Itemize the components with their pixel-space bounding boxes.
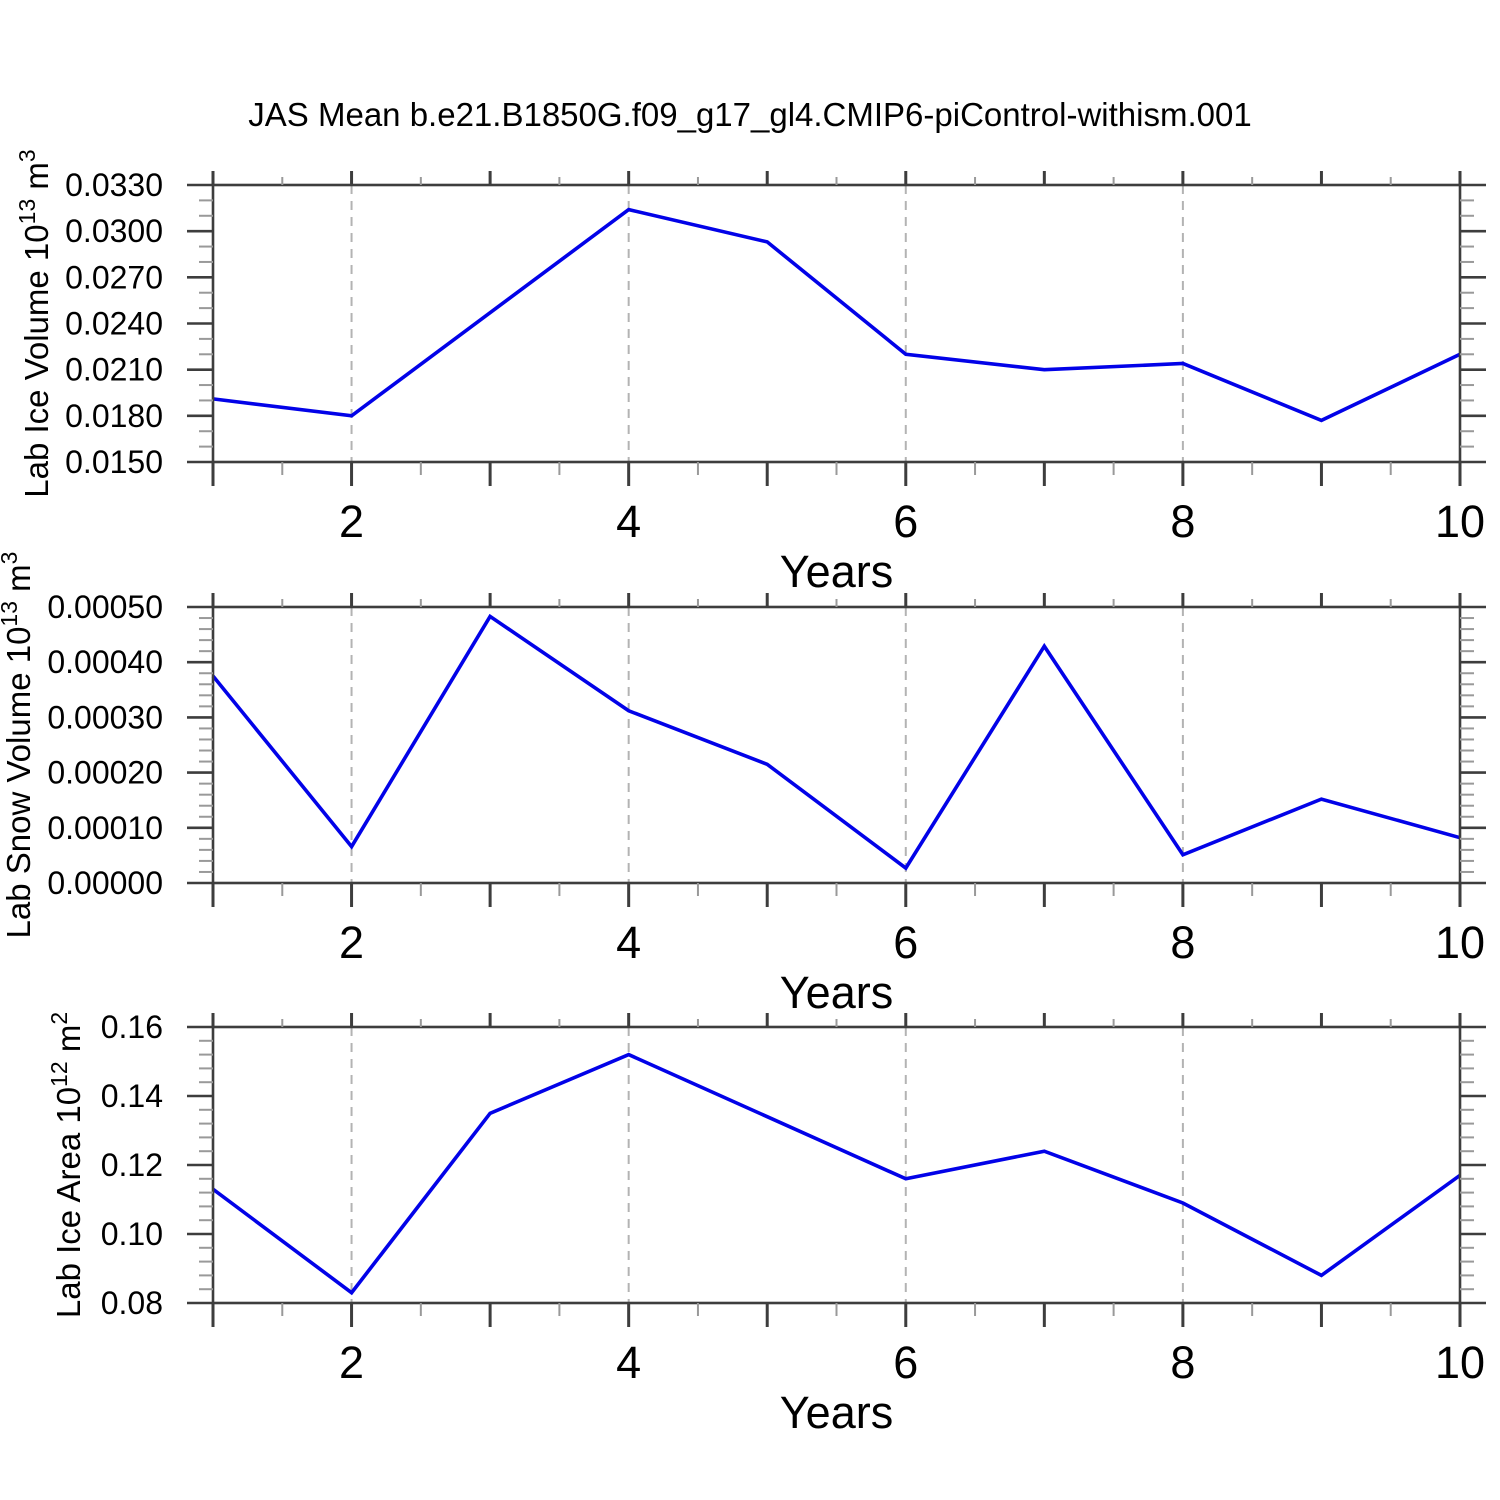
y-tick-label: 0.0300	[65, 213, 163, 249]
y-axis-title: Lab Snow Volume 1013 m3	[0, 552, 37, 939]
chart-lab-snow-volume: 0.00000 0.00010 0.00020 0.00030 0.00040 0.000…	[0, 552, 1486, 1018]
x-tick-label: 6	[893, 496, 918, 547]
x-tick-label: 2	[339, 917, 364, 968]
y-tick-label: 0.0330	[65, 167, 163, 203]
y-tick-label: 0.0180	[65, 398, 163, 434]
y-tick-label: 0.00020	[47, 755, 163, 791]
data-line	[211, 613, 1461, 871]
y-tick-label: 0.10	[101, 1216, 163, 1252]
y-tick-label: 0.00030	[47, 699, 163, 735]
y-tick-label: 0.0240	[65, 306, 163, 342]
y-tick-label: 0.08	[101, 1285, 163, 1321]
x-tick-label: 4	[616, 1337, 641, 1388]
data-line	[212, 207, 1461, 423]
x-tick-label: 10	[1435, 917, 1485, 968]
x-tick-label: 10	[1435, 496, 1485, 547]
y-tick-label: 0.00010	[47, 810, 163, 846]
x-tick-label: 6	[893, 917, 918, 968]
y-tick-label: 0.16	[101, 1009, 163, 1045]
x-tick-label: 2	[339, 1337, 364, 1388]
plot-frame	[211, 1025, 1462, 1305]
y-tick-label: 0.0150	[65, 444, 163, 480]
y-tick-label: 0.00000	[47, 865, 163, 901]
x-axis-title: Years	[780, 1387, 893, 1438]
x-axis-title: Years	[780, 967, 893, 1018]
plot-frame	[211, 183, 1462, 464]
y-tick-label: 0.14	[101, 1078, 163, 1114]
plot-frame	[211, 605, 1462, 885]
page-title: JAS Mean b.e21.B1850G.f09_g17_gl4.CMIP6-…	[248, 96, 1252, 133]
x-tick-label: 6	[893, 1337, 918, 1388]
chart-lab-ice-area: 0.08 0.10 0.12 0.14 0.16 2 4 6 8 10 Years Lab Ice A…	[46, 1009, 1486, 1438]
y-tick-label: 0.00040	[47, 644, 163, 680]
x-tick-label: 4	[616, 917, 641, 968]
data-line	[211, 1052, 1462, 1296]
x-tick-label: 10	[1435, 1337, 1485, 1388]
y-tick-label: 0.00050	[47, 589, 163, 625]
x-tick-label: 8	[1170, 1337, 1195, 1388]
x-tick-label: 4	[616, 496, 641, 547]
x-axis-title: Years	[780, 546, 893, 597]
x-tick-label: 8	[1170, 496, 1195, 547]
chart-lab-ice-volume: 0.0150 0.0180 0.0210 0.0240 0.0270 0.0300 0.03…	[14, 149, 1486, 597]
y-tick-label: 0.12	[101, 1147, 163, 1183]
y-axis-title: Lab Ice Volume 1013 m3	[14, 149, 55, 497]
x-tick-label: 2	[339, 496, 364, 547]
y-tick-label: 0.0270	[65, 259, 163, 295]
y-axis-title: Lab Ice Area 1012 m2	[46, 1012, 87, 1318]
x-tick-label: 8	[1170, 917, 1195, 968]
y-tick-label: 0.0210	[65, 352, 163, 388]
